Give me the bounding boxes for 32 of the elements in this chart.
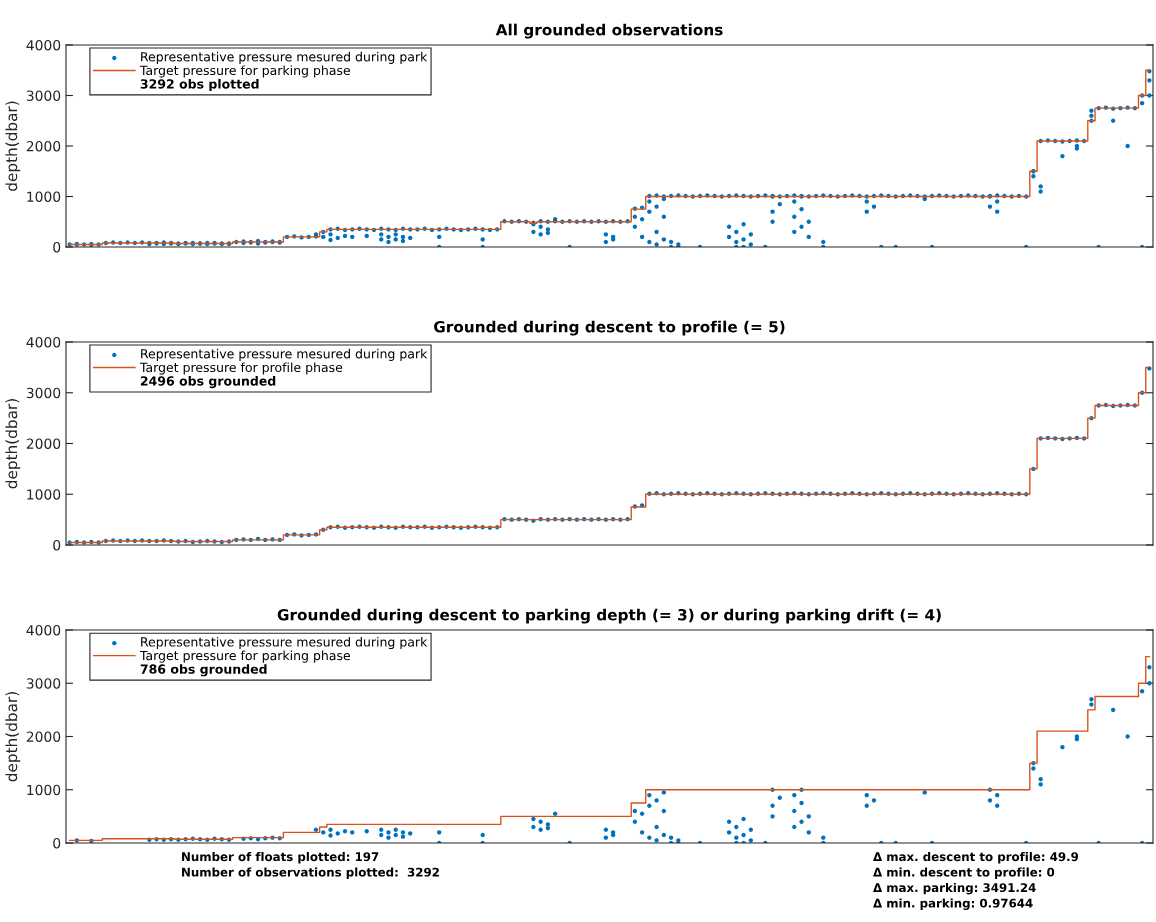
legend-label: Representative pressure mesured during park — [141, 636, 428, 650]
y-tick-label: 2000 — [26, 140, 61, 152]
y-tick-label: 0 — [53, 241, 61, 253]
annotation: 2496 obs grounded — [140, 375, 276, 389]
y-tick-label: 3000 — [26, 387, 61, 399]
y-axis-title: depth(dbar) — [5, 692, 21, 782]
y-tick-label: 4000 — [26, 39, 61, 51]
annotation: 786 obs grounded — [140, 664, 267, 677]
y-tick-label: 1000 — [27, 191, 61, 202]
y-tick-label: 3000 — [26, 90, 61, 101]
chart-title: Grounded during descent to profile (= 5) — [434, 320, 785, 336]
legend-label: Representative pressure mesured during park — [141, 51, 428, 64]
annotation: 3292 obs plotted — [140, 78, 259, 92]
chart-title: Grounded during descent to parking depth (= 3) or during parking drift (= 4) — [277, 608, 941, 624]
y-tick-label: 2000 — [26, 438, 61, 449]
legend-label: Target pressure for profile phase — [139, 362, 343, 375]
legend-label: Representative pressure mesured during park — [141, 348, 428, 361]
y-tick-label: 3000 — [26, 678, 61, 689]
y-tick-label: 0 — [53, 837, 61, 849]
y-tick-label: 1000 — [27, 489, 61, 500]
y-tick-label: 4000 — [26, 336, 61, 348]
y-tick-label: 2000 — [26, 731, 61, 742]
legend-label: Target pressure for parking phase — [139, 65, 351, 78]
y-axis-title: depth(dbar) — [5, 399, 21, 489]
chart-title: All grounded observations — [495, 23, 723, 39]
y-tick-label: 4000 — [26, 624, 61, 636]
text: Δ max. descent to profile: 49.9 Δ min. descent to profile: 0 Δ max. parking: 3491.24 Δ min. parking: 0.97644 — [873, 852, 1079, 910]
text: Number of floats plotted: 197 Number of observations plotted: 3292 — [182, 852, 439, 879]
y-tick-label: 1000 — [27, 784, 61, 796]
legend-label: Target pressure for parking phase — [139, 650, 351, 663]
y-tick-label: 0 — [53, 539, 61, 551]
y-axis-title: depth(dbar) — [5, 101, 21, 191]
